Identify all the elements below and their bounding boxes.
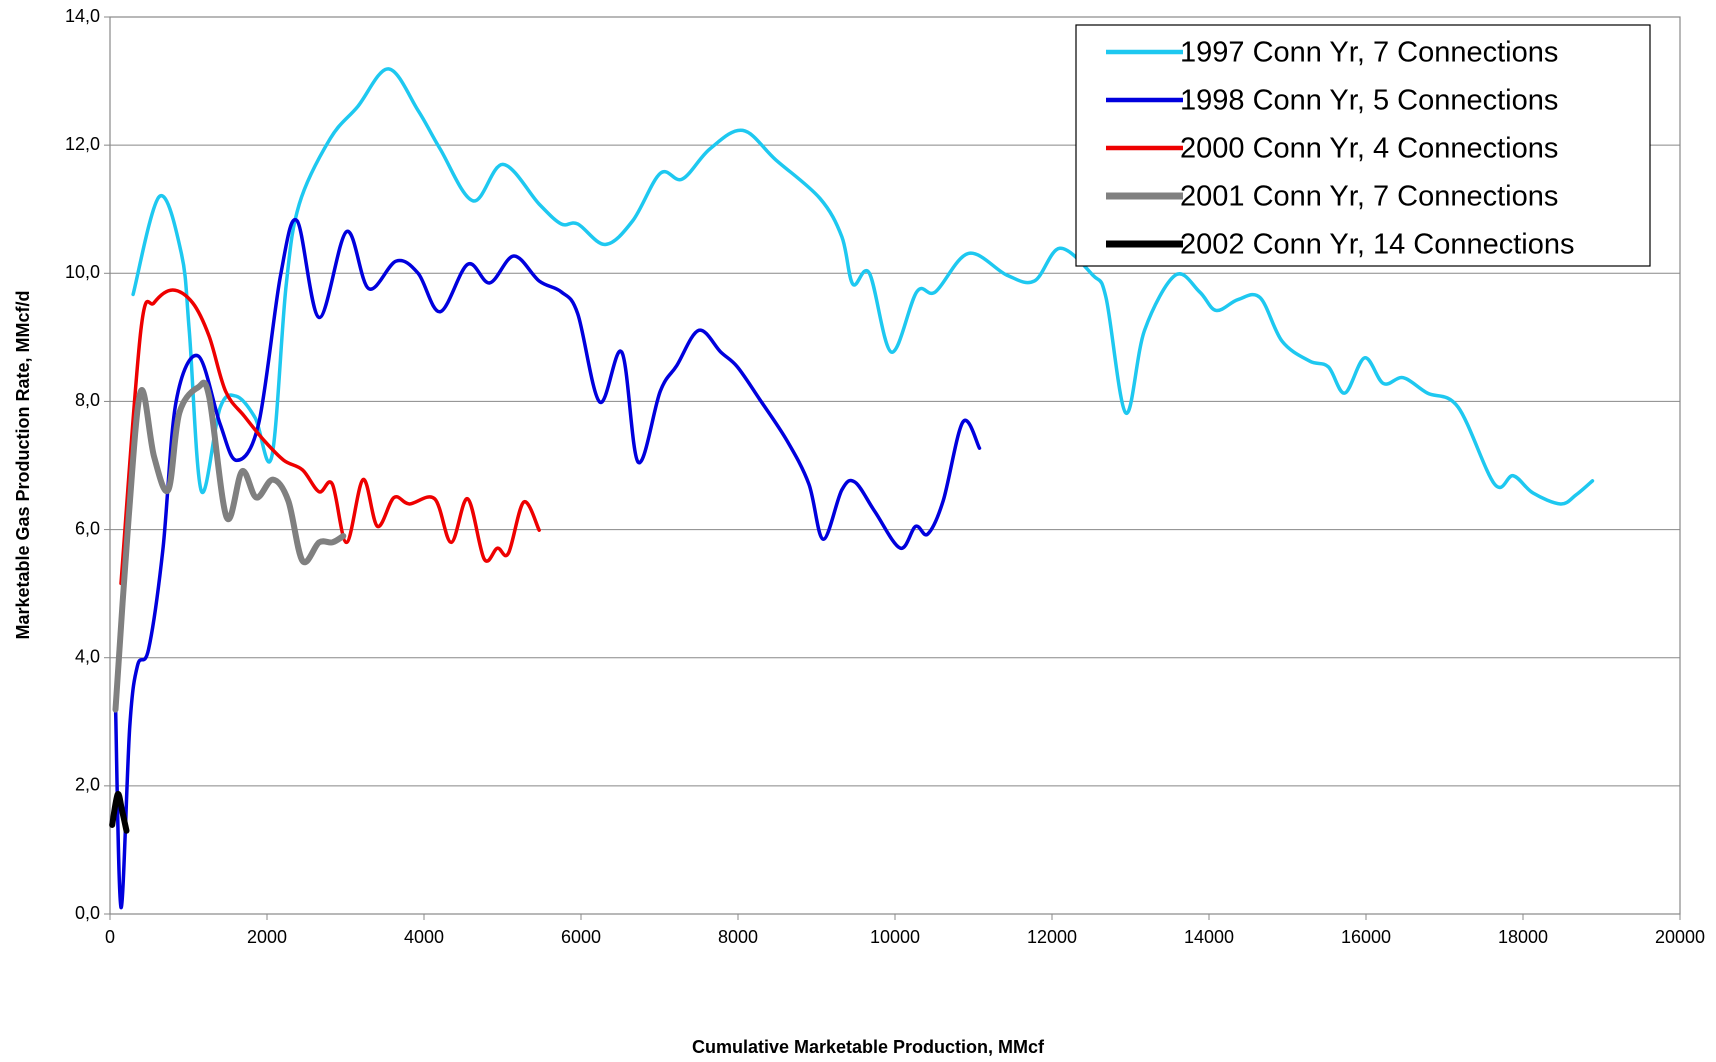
x-tick-label: 18000 <box>1498 927 1548 947</box>
y-tick-label: 6,0 <box>75 518 100 538</box>
legend-label: 2000 Conn Yr, 4 Connections <box>1180 133 1558 165</box>
series-line <box>119 288 541 586</box>
x-tick-label: 20000 <box>1655 927 1705 947</box>
x-tick-label: 4000 <box>404 927 444 947</box>
x-tick-label: 16000 <box>1341 927 1391 947</box>
legend-label: 2002 Conn Yr, 14 Connections <box>1180 229 1574 261</box>
legend: 1997 Conn Yr, 7 Connections 1998 Conn Yr,… <box>1075 24 1651 267</box>
series-line <box>112 379 347 713</box>
series-line <box>113 217 982 910</box>
y-tick-label: 8,0 <box>75 390 100 410</box>
x-tick-label: 6000 <box>561 927 601 947</box>
x-tick-label: 8000 <box>718 927 758 947</box>
y-tick-label: 2,0 <box>75 775 100 795</box>
legend-label: 2001 Conn Yr, 7 Connections <box>1180 181 1558 213</box>
series-line <box>109 790 130 834</box>
legend-label: 1997 Conn Yr, 7 Connections <box>1180 37 1558 69</box>
x-tick-label: 10000 <box>870 927 920 947</box>
legend-box <box>1075 24 1651 267</box>
y-tick-label: 0,0 <box>75 903 100 923</box>
x-tick-label: 14000 <box>1184 927 1234 947</box>
y-axis-title: Marketable Gas Production Rate, MMcf/d <box>13 290 33 639</box>
x-axis-title: Cumulative Marketable Production, MMcf <box>692 1037 1045 1057</box>
x-tick-label: 12000 <box>1027 927 1077 947</box>
y-tick-label: 12,0 <box>65 134 100 154</box>
y-tick-label: 4,0 <box>75 646 100 666</box>
legend-label: 1998 Conn Yr, 5 Connections <box>1180 85 1558 117</box>
y-tick-label: 14,0 <box>65 6 100 26</box>
x-tick-label: 0 <box>105 927 115 947</box>
plot-frame <box>109 16 1681 915</box>
y-tick-label: 10,0 <box>65 262 100 282</box>
series-line <box>131 67 1595 506</box>
x-tick-label: 2000 <box>247 927 287 947</box>
